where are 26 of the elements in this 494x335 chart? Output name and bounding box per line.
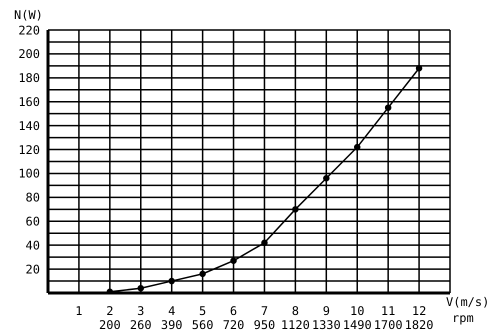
- y-tick-label: 80: [26, 190, 40, 205]
- x-tick-label: 9 1330: [312, 304, 341, 332]
- x-axis-title: V(m/s): [446, 295, 490, 309]
- x-tick-label: 10 1490: [342, 304, 372, 332]
- y-tick-label: 20: [26, 262, 40, 276]
- y-tick-label: 60: [26, 214, 40, 229]
- y-tick-label: 120: [18, 142, 40, 157]
- x-tick-label: 8 1120: [280, 304, 310, 332]
- x-tick-label: 1: [75, 304, 83, 318]
- y-tick-label: 180: [18, 71, 40, 86]
- x-tick-label: 7 950: [254, 304, 276, 332]
- y-tick-label: 200: [18, 47, 40, 62]
- x-tick-label: 11 1700: [374, 304, 403, 332]
- x-tick-label: 6 720: [222, 304, 244, 332]
- x-tick-label: 4 390: [160, 304, 183, 332]
- y-tick-label: 160: [18, 94, 40, 109]
- x-tick-label: 2 200: [99, 304, 121, 332]
- y-tick-label: 100: [18, 166, 40, 181]
- x-tick-label: 5 560: [192, 304, 214, 332]
- y-tick-label: 220: [18, 23, 40, 38]
- y-tick-label: 140: [18, 118, 40, 133]
- y-axis-title: N(W): [14, 8, 43, 22]
- text: rpm: [452, 311, 474, 325]
- x-tick-label: 12 1820: [404, 304, 434, 332]
- y-tick-label: 40: [26, 238, 40, 252]
- x-tick-label: 3 260: [130, 304, 152, 332]
